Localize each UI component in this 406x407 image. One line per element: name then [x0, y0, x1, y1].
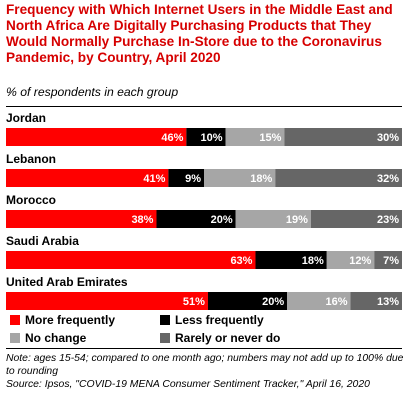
- data-label-morocco-more-frequently: 38%: [131, 214, 153, 226]
- data-label-saudi-arabia-less-frequently: 18%: [302, 255, 324, 267]
- legend-swatch: [10, 315, 20, 325]
- bar-segment-morocco-more-frequently: [6, 210, 157, 228]
- chart-title: Frequency with Which Internet Users in t…: [6, 2, 393, 65]
- bar-segment-morocco-no-change: [235, 210, 311, 228]
- legend-item-rarely-or-never-do: Rarely or never do: [160, 331, 280, 345]
- bar-segment-united-arab-emirates-rarely-or-never-do: [350, 292, 402, 310]
- data-label-jordan-rarely-or-never-do: 30%: [377, 132, 399, 144]
- note-text: Note: ages 15-54; compared to one month …: [6, 353, 404, 377]
- chart-subtitle: % of respondents in each group: [6, 85, 179, 99]
- bar-segment-lebanon-more-frequently: [6, 169, 169, 187]
- data-label-united-arab-emirates-more-frequently: 51%: [183, 296, 205, 308]
- stacked-bar-chart: Jordan 46% 10% 15% 30% Lebanon 41% 9% 18% 32% Moro…: [6, 111, 402, 310]
- category-label-saudi-arabia: Saudi Arabia: [6, 234, 79, 248]
- bottom-divider: [6, 348, 402, 349]
- data-label-jordan-more-frequently: 46%: [161, 132, 183, 144]
- bar-segment-united-arab-emirates-less-frequently: [207, 292, 288, 310]
- source-text: Source: Ipsos, "COVID-19 MENA Consumer S…: [6, 379, 370, 390]
- chart-legend: More frequently No change Less frequently R…: [10, 313, 330, 345]
- category-label-morocco: Morocco: [6, 193, 56, 207]
- legend-label: Rarely or never do: [175, 331, 281, 345]
- bar-segment-saudi-arabia-more-frequently: [6, 251, 256, 269]
- legend-swatch: [160, 333, 170, 343]
- data-label-united-arab-emirates-rarely-or-never-do: 13%: [377, 296, 399, 308]
- bar-segment-united-arab-emirates-more-frequently: [6, 292, 208, 310]
- legend-label: No change: [25, 331, 87, 345]
- bar-segment-jordan-no-change: [225, 128, 285, 146]
- bar-segment-saudi-arabia-less-frequently: [255, 251, 327, 269]
- data-label-lebanon-less-frequently: 9%: [185, 173, 201, 185]
- data-label-jordan-less-frequently: 10%: [201, 132, 223, 144]
- legend-label: More frequently: [25, 313, 116, 327]
- bar-segment-lebanon-less-frequently: [168, 169, 204, 187]
- data-label-lebanon-rarely-or-never-do: 32%: [377, 173, 399, 185]
- chart-footnote: Note: ages 15-54; compared to one month …: [6, 352, 404, 391]
- bar-segment-morocco-rarely-or-never-do: [310, 210, 402, 228]
- legend-item-less-frequently: Less frequently: [160, 313, 264, 327]
- bar-segment-lebanon-rarely-or-never-do: [275, 169, 402, 187]
- bar-segment-jordan-less-frequently: [186, 128, 226, 146]
- bar-segment-jordan-more-frequently: [6, 128, 187, 146]
- data-label-saudi-arabia-rarely-or-never-do: 7%: [383, 255, 399, 267]
- bar-segment-saudi-arabia-no-change: [326, 251, 375, 269]
- category-label-united-arab-emirates: United Arab Emirates: [6, 275, 128, 289]
- legend-item-no-change: No change: [10, 331, 86, 345]
- legend-item-more-frequently: More frequently: [10, 313, 115, 327]
- data-label-lebanon-no-change: 18%: [250, 173, 272, 185]
- data-label-saudi-arabia-no-change: 12%: [349, 255, 371, 267]
- data-label-jordan-no-change: 15%: [259, 132, 281, 144]
- legend-label: Less frequently: [175, 313, 264, 327]
- data-label-united-arab-emirates-less-frequently: 20%: [262, 296, 284, 308]
- bar-segment-saudi-arabia-rarely-or-never-do: [374, 251, 402, 269]
- bar-segment-united-arab-emirates-no-change: [287, 292, 351, 310]
- data-label-morocco-less-frequently: 20%: [211, 214, 233, 226]
- top-divider: [6, 106, 402, 107]
- bar-segment-lebanon-no-change: [204, 169, 276, 187]
- legend-swatch: [160, 315, 170, 325]
- data-label-united-arab-emirates-no-change: 16%: [325, 296, 347, 308]
- category-label-lebanon: Lebanon: [6, 152, 56, 166]
- bar-segment-morocco-less-frequently: [156, 210, 236, 228]
- data-label-morocco-no-change: 19%: [286, 214, 308, 226]
- data-label-lebanon-more-frequently: 41%: [143, 173, 165, 185]
- data-label-morocco-rarely-or-never-do: 23%: [377, 214, 399, 226]
- category-label-jordan: Jordan: [6, 111, 46, 125]
- bar-segment-jordan-rarely-or-never-do: [284, 128, 402, 146]
- data-label-saudi-arabia-more-frequently: 63%: [230, 255, 252, 267]
- legend-swatch: [10, 333, 20, 343]
